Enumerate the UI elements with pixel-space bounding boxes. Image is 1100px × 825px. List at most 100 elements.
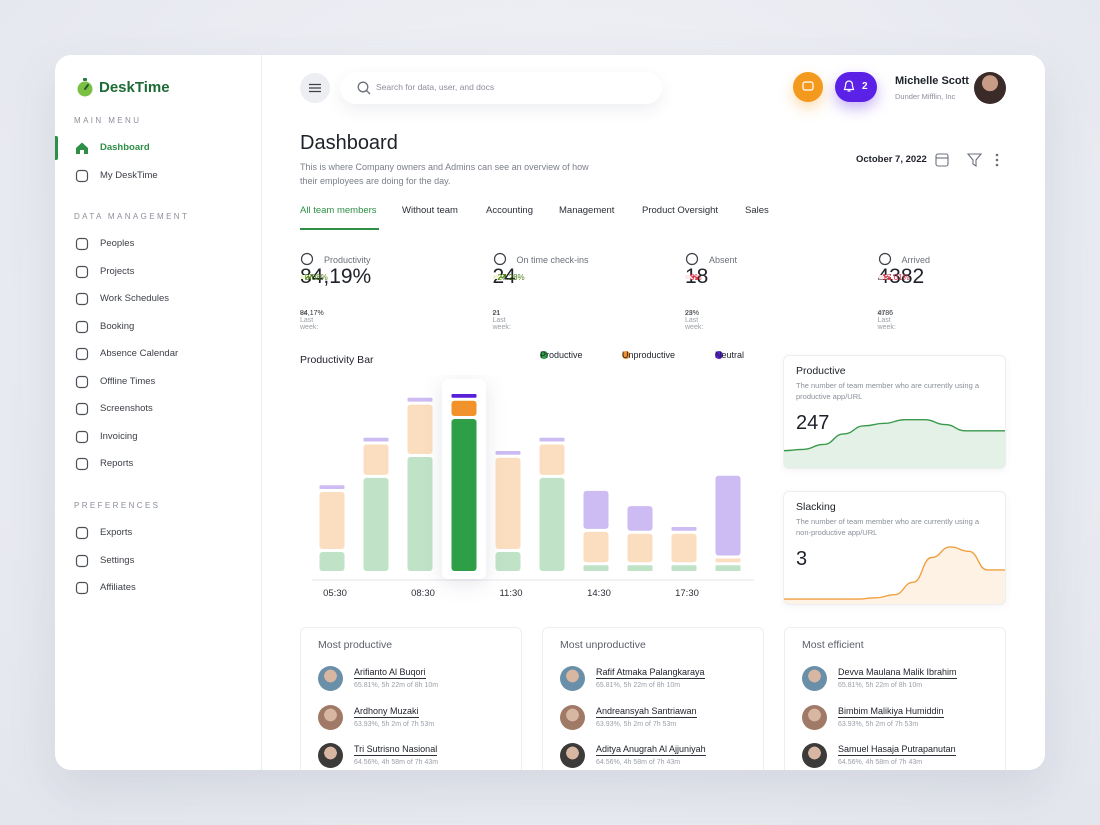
icon-shape xyxy=(75,402,89,416)
person-name[interactable]: Rafif Atmaka Palangkaraya xyxy=(596,667,705,679)
sidebar: DeskTime MAIN MENU Dashboard My DeskTime DAT… xyxy=(55,55,262,770)
person-name[interactable]: Tri Sutrisno Nasional xyxy=(354,744,438,756)
tab[interactable]: Without team xyxy=(402,205,458,216)
last-week-value: 4786 xyxy=(877,310,894,317)
bar-segment xyxy=(407,457,433,571)
menu-icon xyxy=(75,402,89,416)
menu-item[interactable]: Projects xyxy=(55,261,261,283)
person-detail: 65.81%, 5h 22m of 8h 10m xyxy=(354,682,439,689)
sparkline xyxy=(784,418,1005,468)
stat-icon-shape xyxy=(685,252,699,266)
menu-icon xyxy=(75,554,89,567)
x-tick-label: 11:30 xyxy=(499,588,522,599)
person-name[interactable]: Andreansyah Santriawan xyxy=(596,705,697,718)
tab[interactable]: Accounting xyxy=(486,205,534,216)
person-name[interactable]: Bimbim Malikiya Humiddin xyxy=(838,705,944,718)
menu-icon xyxy=(76,142,88,154)
menu-label: Settings xyxy=(100,554,135,566)
home-icon xyxy=(76,142,88,154)
person-name[interactable]: Arifianto Al Buqori xyxy=(354,667,426,679)
stat-value: 18 xyxy=(685,265,709,288)
sparkline-line xyxy=(784,418,1005,452)
menu-label: Invoicing xyxy=(100,430,138,442)
chat-button[interactable] xyxy=(793,72,823,102)
menu-item[interactable]: Work Schedules xyxy=(55,288,261,310)
person-name[interactable]: Ardhony Muzaki xyxy=(354,705,419,718)
trend-icon xyxy=(690,274,698,280)
person-avatar xyxy=(802,743,827,768)
section-title: DATA MANAGEMENT xyxy=(74,212,190,221)
comparison-label: vs Last week: xyxy=(685,310,704,331)
more-dot xyxy=(995,158,999,162)
menu-label: Booking xyxy=(100,320,135,332)
notification-button[interactable]: 2 xyxy=(835,72,877,102)
legend-label: Neutral xyxy=(715,350,745,360)
bubble xyxy=(802,81,814,91)
list-title: Most efficient xyxy=(802,639,864,651)
tab[interactable]: Product Oversight xyxy=(642,205,719,216)
stat-icon-shape xyxy=(493,252,506,266)
person-detail: 64.56%, 4h 58m of 7h 43m xyxy=(354,759,439,766)
icon-shape xyxy=(75,265,89,278)
logo-stem xyxy=(83,78,87,81)
list-title: Most unproductive xyxy=(560,639,646,651)
menu-item[interactable]: Absence Calendar xyxy=(55,343,261,365)
menu-label: Exports xyxy=(100,527,133,538)
calendar-icon xyxy=(935,153,949,167)
menu-item[interactable]: Dashboard xyxy=(55,136,261,160)
menu-icon xyxy=(75,347,89,361)
user-avatar[interactable] xyxy=(974,72,1006,104)
side-card: Productive The number of team member who … xyxy=(783,355,1006,469)
person-detail: 65.81%, 5h 22m of 8h 10m xyxy=(838,682,923,689)
menu-button[interactable] xyxy=(300,73,330,103)
menu-item[interactable]: Exports xyxy=(55,522,261,544)
icon-shape xyxy=(75,292,89,306)
x-tick-label: 08:30 xyxy=(411,588,435,599)
person-name[interactable]: Devva Maulana Malik Ibrahim xyxy=(838,667,957,679)
list-card: Most productive Arifianto Al Buqori 65.81%… xyxy=(300,627,522,770)
menu-label: Peoples xyxy=(100,238,135,249)
tab[interactable]: Sales xyxy=(745,205,769,216)
search-box[interactable]: Search for data, user, and docs xyxy=(340,72,662,104)
menu-item[interactable]: Reports xyxy=(55,453,261,475)
person-name[interactable]: Samuel Hasaja Putrapanutan xyxy=(838,744,956,756)
date-label[interactable]: October 7, 2022 xyxy=(856,154,927,165)
icon-shape xyxy=(75,526,89,540)
menu-item[interactable]: Offline Times xyxy=(55,371,261,393)
menu-icon xyxy=(75,169,89,182)
stat-icon xyxy=(300,252,314,266)
menu-item[interactable]: Screenshots xyxy=(55,398,261,420)
person-avatar xyxy=(560,666,585,691)
search-icon xyxy=(357,81,371,95)
active-indicator xyxy=(55,136,58,160)
stat-value: 24 xyxy=(492,265,516,288)
menu-item[interactable]: My DeskTime xyxy=(55,165,261,187)
more-dot xyxy=(995,163,999,167)
menu-item[interactable]: Affiliates xyxy=(55,577,261,599)
menu-item[interactable]: Peoples xyxy=(55,233,261,255)
stat-label: On time check-ins xyxy=(516,255,589,265)
person-detail: 64.56%, 4h 58m of 7h 43m xyxy=(838,759,923,766)
list-title: Most productive xyxy=(318,639,393,651)
bell-icon xyxy=(843,80,855,92)
icon-shape xyxy=(75,320,89,333)
person-name[interactable]: Aditya Anugrah Al Ajjuniyah xyxy=(596,744,706,756)
bar-chart: 05:30 08:30 11:30 14:30 17:30 xyxy=(312,379,754,599)
menu-item[interactable]: Invoicing xyxy=(55,426,261,448)
menu-icon xyxy=(75,292,89,306)
menu-item[interactable]: Booking xyxy=(55,316,261,338)
menu-item[interactable]: Settings xyxy=(55,550,261,572)
tab[interactable]: All team members xyxy=(300,205,377,216)
person-avatar xyxy=(318,743,343,768)
bar-segment xyxy=(715,565,741,571)
icon-shape xyxy=(75,375,89,388)
tab[interactable]: Management xyxy=(559,205,615,216)
stat-icon xyxy=(685,252,699,266)
user-name[interactable]: Michelle Scott xyxy=(895,75,969,87)
x-tick-label: 05:30 xyxy=(323,588,347,599)
last-week-value: 21 xyxy=(492,310,501,317)
last-week-value: 84,17% xyxy=(300,310,324,317)
side-card-description: The number of team member who are curren… xyxy=(796,517,979,537)
stat-change: 27.28% xyxy=(492,273,525,282)
comparison-label: vs Last week: xyxy=(877,310,896,331)
